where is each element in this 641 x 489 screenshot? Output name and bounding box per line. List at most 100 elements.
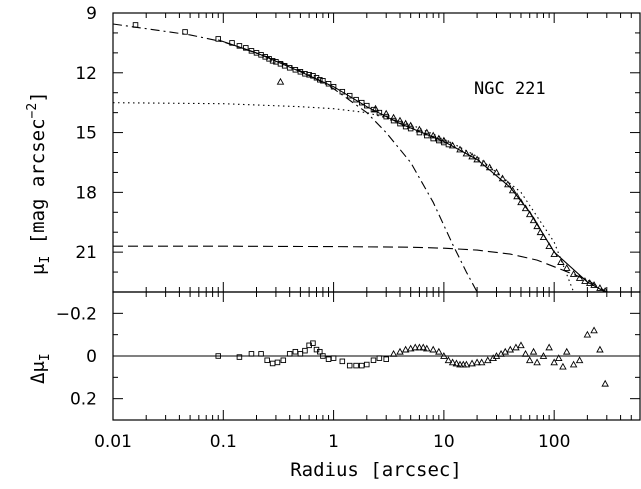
- residual-point-triangle: [601, 379, 609, 387]
- residual-point-triangle: [435, 347, 443, 355]
- model-curve-dashed: [113, 245, 608, 292]
- residual-point-triangle: [484, 356, 492, 364]
- residual-point-triangle: [562, 347, 571, 355]
- residual-point-triangle: [477, 358, 486, 366]
- data-point-triangle: [480, 159, 488, 167]
- data-point-square: [430, 135, 436, 142]
- data-point-square: [416, 129, 423, 136]
- residual-point-triangle: [440, 352, 448, 359]
- data-point-square: [325, 80, 332, 87]
- data-point-square: [383, 113, 389, 120]
- residual-point-triangle: [559, 362, 567, 370]
- data-point-triangle: [440, 136, 448, 144]
- residual-point-triangle: [429, 345, 437, 353]
- y-axis-label-units: [mag arcsec: [27, 118, 49, 255]
- data-point-triangle: [539, 233, 548, 241]
- data-point-triangle: [590, 281, 598, 288]
- data-point-square: [397, 120, 403, 127]
- y-tick-label: 12: [75, 64, 97, 84]
- residual-point-triangle: [489, 354, 497, 361]
- data-point-square: [424, 132, 430, 139]
- residual-point-square: [320, 353, 326, 359]
- data-point-triangle: [462, 149, 471, 157]
- data-point-triangle: [545, 242, 553, 250]
- data-point-triangle: [513, 192, 521, 200]
- residual-point-square: [310, 340, 316, 346]
- residual-point-triangle: [406, 344, 415, 352]
- y-tick-label: 9: [86, 4, 97, 24]
- residual-point-square: [286, 351, 293, 357]
- data-point-triangle: [581, 277, 589, 284]
- y-axis-label-close: ]: [27, 91, 49, 102]
- residual-point-triangle: [462, 360, 471, 368]
- residual-point-square: [280, 357, 287, 364]
- data-point-triangle: [389, 113, 398, 121]
- data-point-triangle: [468, 152, 476, 160]
- model-curve-dotted: [113, 102, 575, 292]
- x-tick-label: 0.1: [210, 432, 237, 452]
- residual-point-square: [339, 358, 346, 365]
- residual-point-triangle: [529, 347, 538, 355]
- data-point-triangle: [276, 77, 285, 85]
- y-tick-label: 21: [75, 243, 97, 263]
- residual-point-square: [215, 353, 221, 359]
- residual-point-triangle: [590, 326, 598, 334]
- residual-point-square: [236, 354, 243, 360]
- residual-point-square: [264, 357, 270, 364]
- data-point-triangle: [517, 198, 525, 206]
- x-tick-label: 1: [328, 432, 339, 452]
- data-point-square: [358, 99, 365, 106]
- data-point-triangle: [382, 109, 390, 117]
- data-point-triangle: [473, 155, 481, 163]
- residual-point-triangle: [389, 349, 398, 357]
- data-point-triangle: [429, 131, 437, 139]
- data-point-triangle: [448, 141, 457, 149]
- residual-point-triangle: [419, 343, 428, 351]
- data-point-triangle: [562, 264, 571, 271]
- data-point-triangle: [396, 116, 404, 124]
- data-point-square: [182, 29, 188, 35]
- data-point-triangle: [575, 274, 584, 281]
- data-point-triangle: [557, 258, 565, 265]
- residual-point-square: [302, 347, 308, 354]
- residual-point-square: [317, 348, 323, 355]
- residual-point-triangle: [533, 358, 541, 366]
- data-point-triangle: [525, 210, 534, 218]
- plot-area: 0.01 0.1 1 10 100 9 12 15 18 21 −0.2 0 0.2: [56, 4, 641, 452]
- residual-point-triangle: [569, 360, 578, 368]
- data-point-triangle: [550, 250, 558, 257]
- data-point-triangle: [521, 204, 530, 212]
- data-point-triangle: [406, 121, 415, 129]
- x-axis-label: Radius [arcsec]: [290, 459, 462, 481]
- residual-point-square: [325, 356, 332, 362]
- data-point-square: [353, 96, 359, 103]
- data-point-square: [445, 141, 452, 148]
- y-axis-label-profile: μI [mag arcsec−2]: [25, 91, 53, 275]
- residual-point-square: [346, 362, 353, 369]
- data-point-triangle: [504, 180, 512, 188]
- residual-point-square: [248, 351, 255, 357]
- residual-point-triangle: [512, 343, 520, 351]
- residual-point-triangle: [448, 358, 457, 366]
- residual-point-triangle: [525, 356, 534, 364]
- data-point-square: [390, 117, 397, 124]
- y-axis-label-symbol: μ: [27, 264, 49, 275]
- y-tick-label: 18: [75, 183, 97, 203]
- residual-point-square: [358, 362, 365, 369]
- y-tick-label: 15: [75, 124, 97, 144]
- data-point-square: [269, 58, 276, 64]
- x-tick-label: 100: [538, 432, 570, 452]
- y-axis-label-res-subscript: I: [38, 353, 53, 361]
- data-point-triangle: [401, 119, 410, 127]
- y-tick-label: 0.2: [70, 390, 97, 410]
- residual-point-square: [376, 355, 383, 361]
- data-point-square: [376, 109, 383, 116]
- y-axis-label-res-symbol: Δμ: [27, 361, 49, 384]
- data-point-triangle: [508, 186, 517, 194]
- residual-point-triangle: [554, 354, 563, 361]
- residual-point-triangle: [423, 344, 431, 352]
- residual-point-square: [383, 356, 389, 362]
- residual-point-triangle: [468, 359, 476, 367]
- data-point-triangle: [415, 125, 424, 133]
- residual-point-square: [330, 355, 337, 361]
